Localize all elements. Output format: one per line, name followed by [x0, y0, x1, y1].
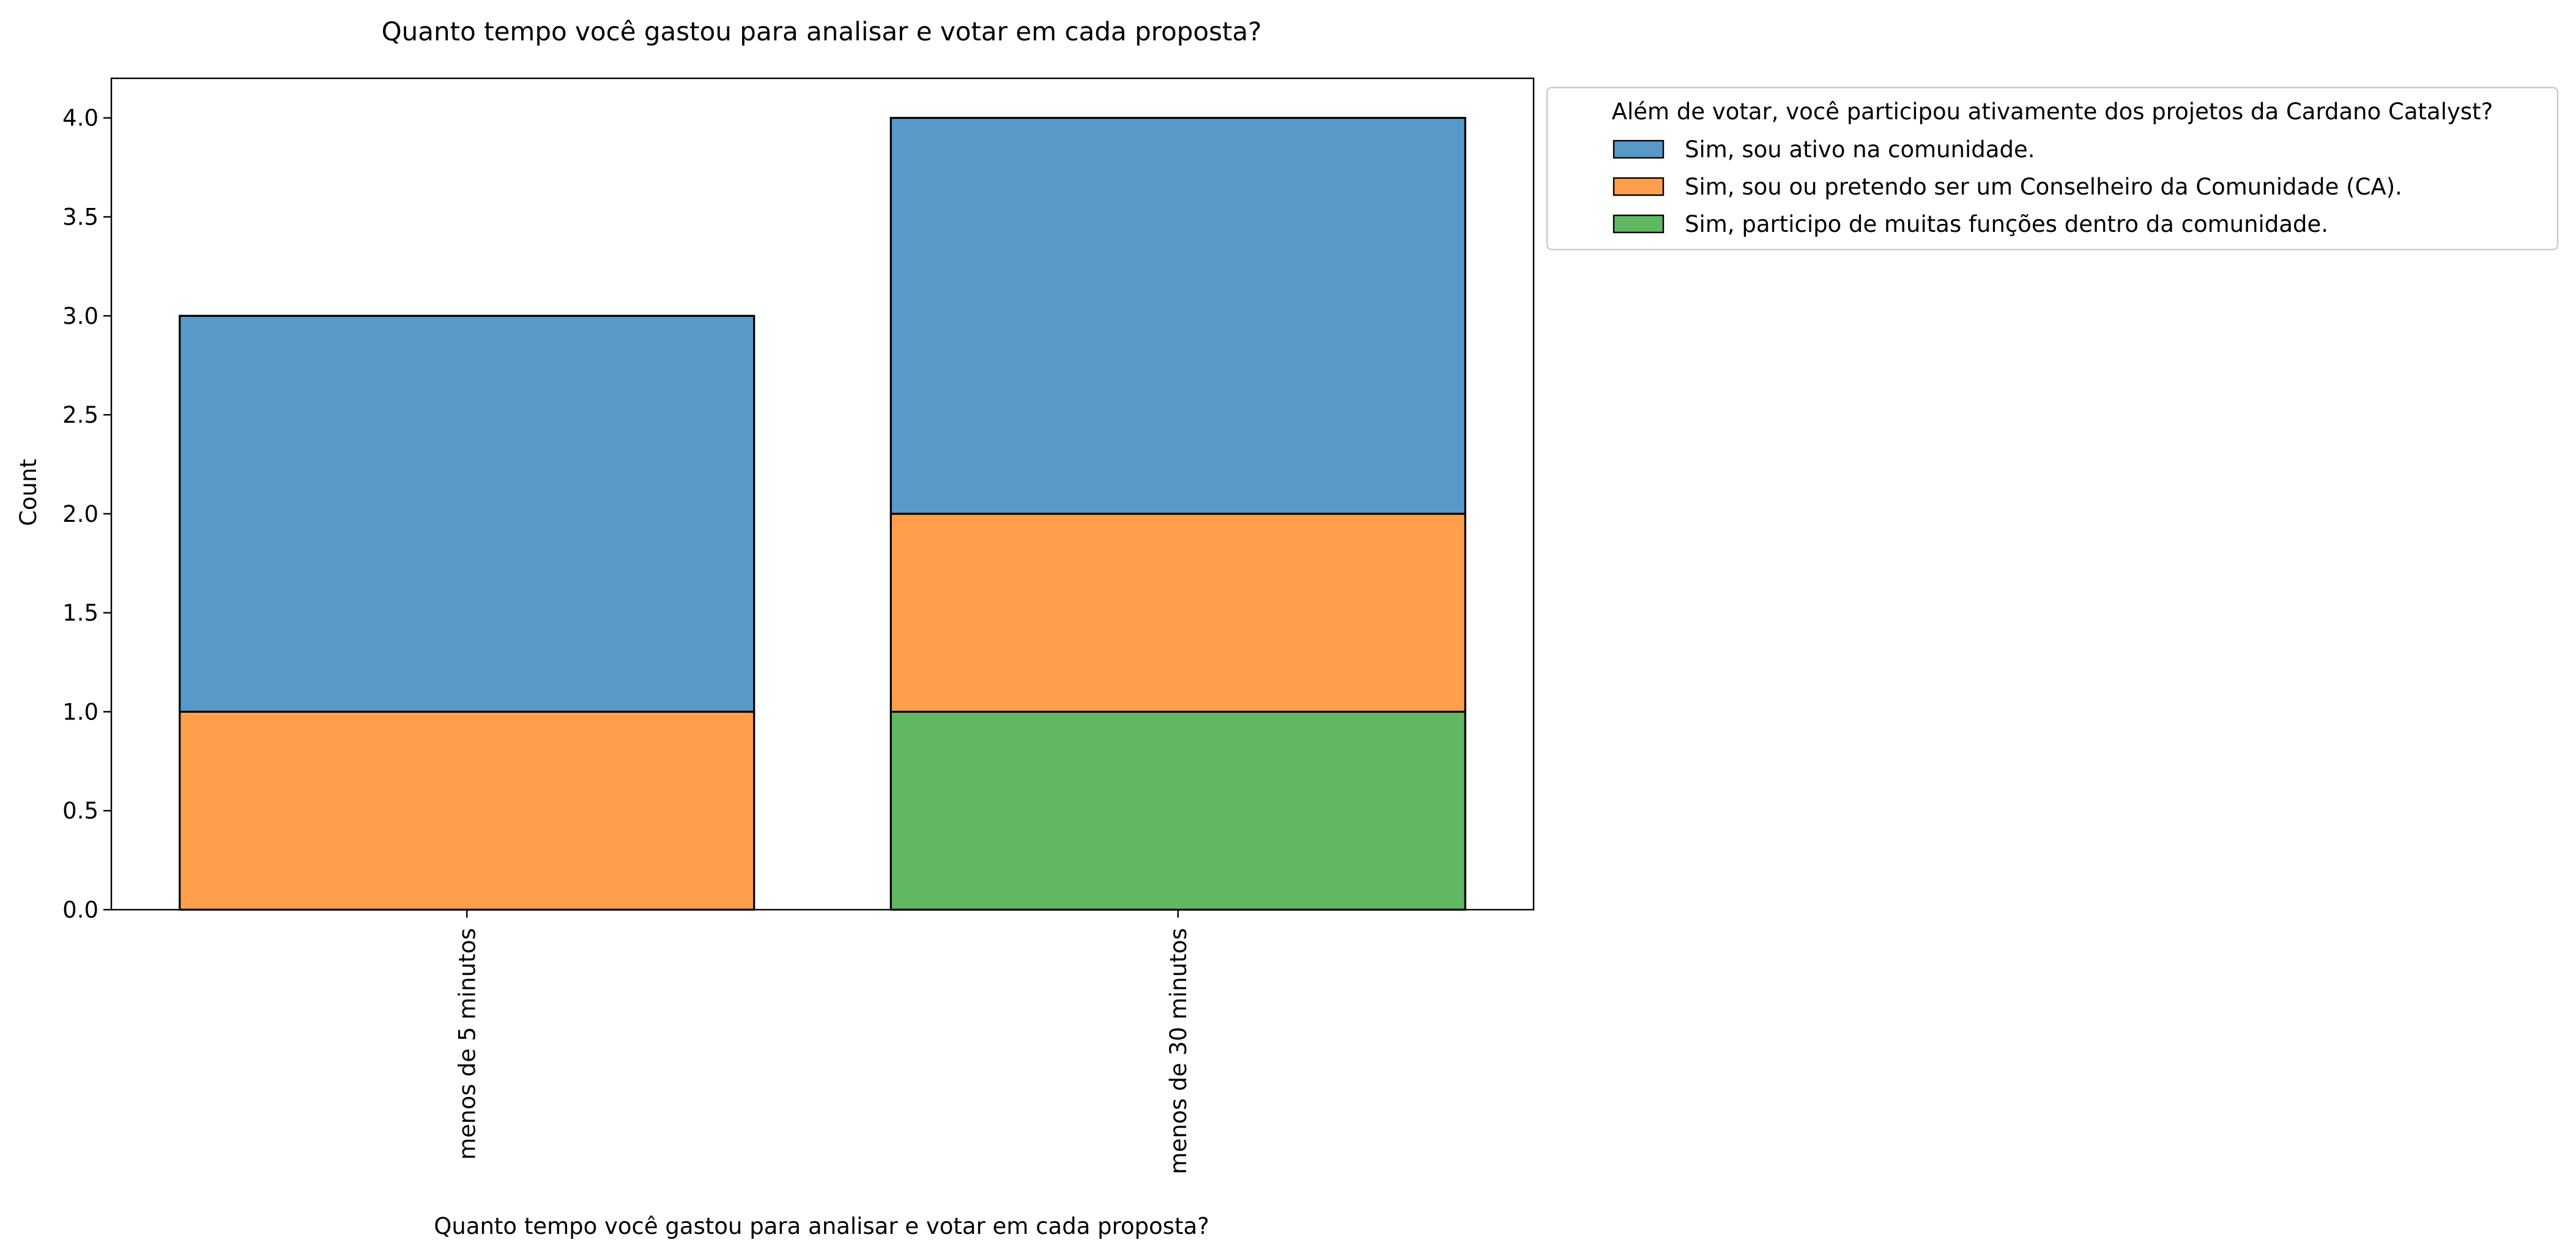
- bar-menos-de-5-minutos-series-1: [179, 314, 755, 713]
- legend-swatch-3: [1613, 214, 1665, 234]
- y-tick-label: 2.0: [62, 501, 98, 527]
- bar-menos-de-5-minutos-series-2: [179, 710, 755, 911]
- y-tick-label: 0.0: [62, 897, 98, 923]
- y-axis-label: Count: [15, 459, 42, 526]
- legend-label-3: Sim, participo de muitas funções dentro …: [1685, 211, 2328, 237]
- legend-label-2: Sim, sou ou pretendo ser um Conselheiro …: [1685, 174, 2402, 200]
- bar-menos-de-30-minutos-series-1: [889, 117, 1466, 515]
- legend-title: Além de votar, você participou ativament…: [1612, 98, 2493, 125]
- bar-menos-de-30-minutos-series-3: [889, 710, 1466, 911]
- y-tick-label: 3.5: [62, 204, 98, 231]
- axes: menos de 5 minutos menos de 30 minutos 0.0…: [62, 77, 1535, 1174]
- chart-title: Quanto tempo você gastou para analisar e…: [382, 17, 1262, 46]
- x-tick-label: menos de 5 minutos: [454, 928, 480, 1160]
- y-tick-label: 3.0: [62, 303, 98, 329]
- bar-menos-de-30-minutos-series-2: [889, 513, 1466, 713]
- x-tick-label: menos de 30 minutos: [1165, 928, 1192, 1174]
- y-tick-label: 1.0: [62, 699, 98, 725]
- y-tick-label: 4.0: [62, 105, 98, 132]
- plot-frame: [110, 77, 1535, 911]
- y-tick-label: 0.5: [62, 798, 98, 824]
- legend-swatch-2: [1613, 177, 1665, 196]
- plot-area: [179, 117, 1466, 911]
- legend-swatch-1: [1613, 139, 1665, 159]
- y-tick-label: 2.5: [62, 402, 98, 428]
- legend-box: [1546, 86, 2559, 251]
- x-axis-label: Quanto tempo você gastou para analisar e…: [434, 1213, 1209, 1239]
- legend: Além de votar, você participou ativament…: [1546, 86, 2559, 251]
- y-tick-label: 1.5: [62, 600, 98, 626]
- legend-label-1: Sim, sou ativo na comunidade.: [1685, 136, 2035, 163]
